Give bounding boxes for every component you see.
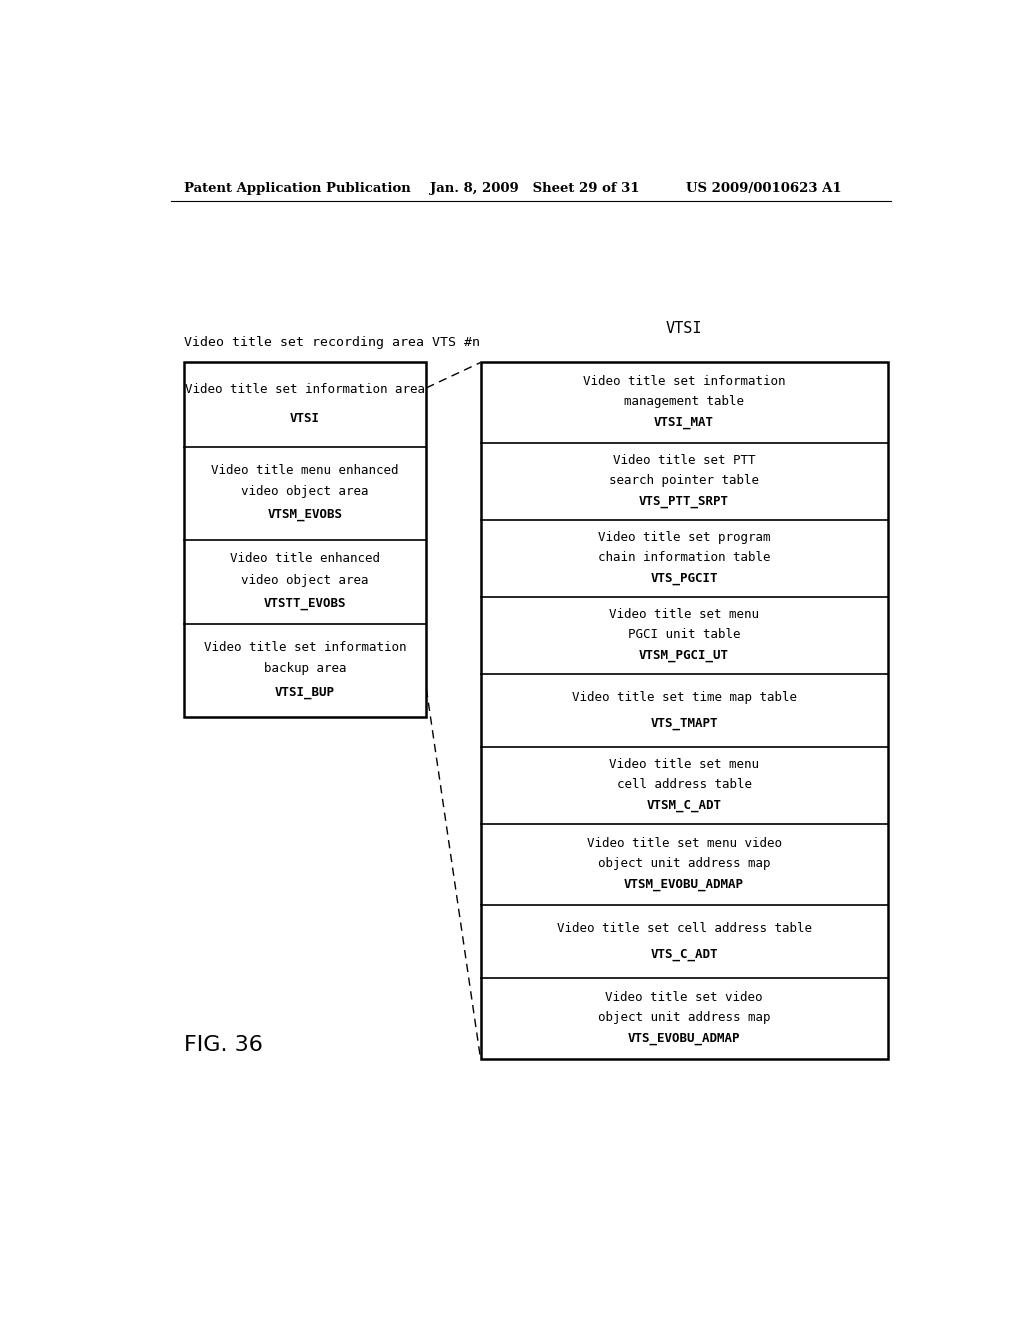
Text: Video title set information area: Video title set information area [185, 383, 425, 396]
Text: VTS_TMAPT: VTS_TMAPT [650, 717, 718, 730]
Text: cell address table: cell address table [616, 777, 752, 791]
Text: Video title enhanced: Video title enhanced [230, 552, 380, 565]
Text: video object area: video object area [242, 486, 369, 499]
Text: Video title set menu: Video title set menu [609, 607, 759, 620]
Text: Jan. 8, 2009   Sheet 29 of 31: Jan. 8, 2009 Sheet 29 of 31 [430, 182, 640, 194]
Text: Video title set menu video: Video title set menu video [587, 837, 781, 850]
Text: Video title set program: Video title set program [598, 531, 770, 544]
Text: VTSM_PGCI_UT: VTSM_PGCI_UT [639, 649, 729, 663]
Text: VTSM_EVOBU_ADMAP: VTSM_EVOBU_ADMAP [624, 878, 744, 891]
Text: Video title set recording area VTS #n: Video title set recording area VTS #n [183, 335, 480, 348]
Text: VTSI: VTSI [290, 412, 321, 425]
Text: Video title set PTT: Video title set PTT [612, 454, 756, 467]
Bar [183, 363, 426, 717]
Text: VTS_PGCIT: VTS_PGCIT [650, 573, 718, 585]
Text: FIG. 36: FIG. 36 [183, 1035, 263, 1056]
Text: Video title set information: Video title set information [583, 375, 785, 388]
Text: video object area: video object area [242, 574, 369, 587]
Text: management table: management table [624, 395, 744, 408]
Text: VTS_EVOBU_ADMAP: VTS_EVOBU_ADMAP [628, 1032, 740, 1045]
Text: Video title set menu: Video title set menu [609, 758, 759, 771]
Text: object unit address map: object unit address map [598, 857, 770, 870]
Text: object unit address map: object unit address map [598, 1011, 770, 1024]
Text: Video title set information: Video title set information [204, 640, 407, 653]
Text: chain information table: chain information table [598, 550, 770, 564]
Text: VTSM_EVOBS: VTSM_EVOBS [267, 508, 343, 521]
Text: search pointer table: search pointer table [609, 474, 759, 487]
Text: VTS_PTT_SRPT: VTS_PTT_SRPT [639, 495, 729, 508]
Text: PGCI unit table: PGCI unit table [628, 628, 740, 640]
Text: backup area: backup area [264, 663, 346, 676]
Text: VTSM_C_ADT: VTSM_C_ADT [646, 800, 722, 813]
Text: US 2009/0010623 A1: US 2009/0010623 A1 [686, 182, 842, 194]
Text: Video title set time map table: Video title set time map table [571, 690, 797, 704]
Bar [480, 363, 888, 1059]
Text: VTSI_MAT: VTSI_MAT [654, 416, 714, 429]
Text: VTSI: VTSI [666, 321, 702, 335]
Text: Video title menu enhanced: Video title menu enhanced [211, 463, 398, 477]
Text: VTSI_BUP: VTSI_BUP [275, 685, 335, 698]
Text: VTSTT_EVOBS: VTSTT_EVOBS [264, 597, 346, 610]
Text: VTS_C_ADT: VTS_C_ADT [650, 948, 718, 961]
Text: Video title set cell address table: Video title set cell address table [557, 921, 812, 935]
Text: Patent Application Publication: Patent Application Publication [183, 182, 411, 194]
Text: Video title set video: Video title set video [605, 991, 763, 1003]
